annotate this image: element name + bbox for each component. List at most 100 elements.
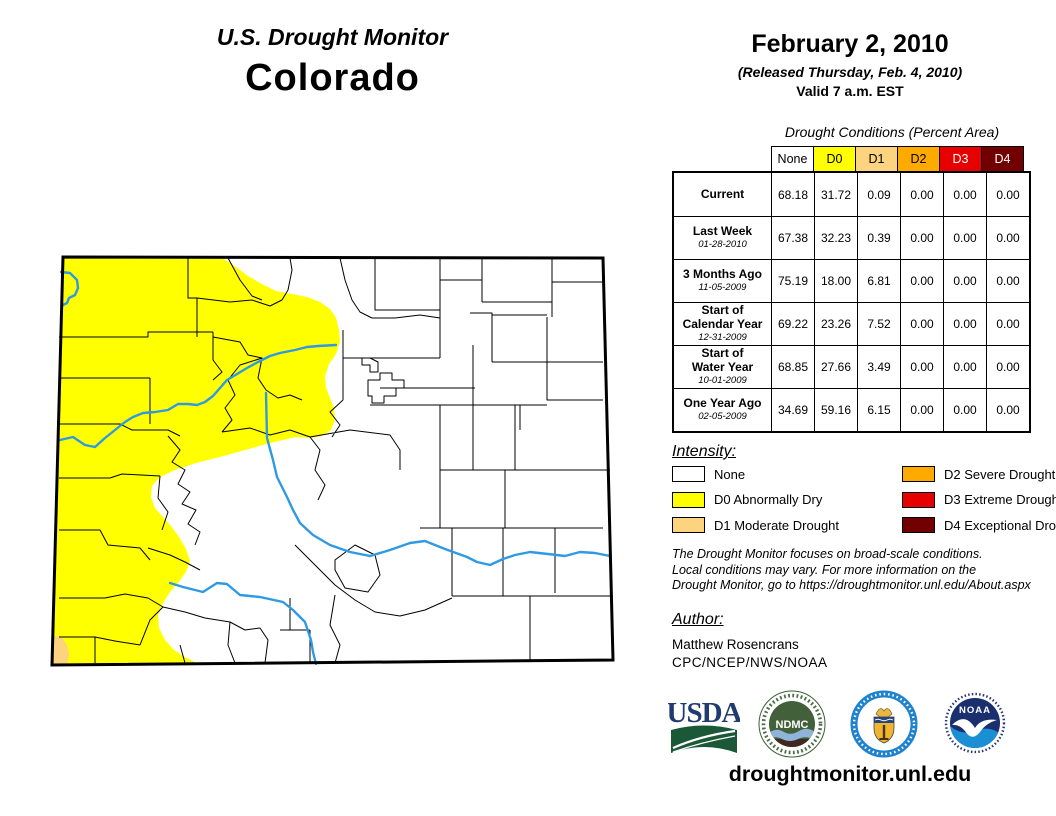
table-value-cell: 0.00 (943, 173, 986, 216)
table-value-cell: 0.00 (986, 259, 1029, 302)
table-value-cell: 0.00 (943, 216, 986, 259)
page-title: U.S. Drought Monitor (216, 24, 449, 50)
legend-label: D1 Moderate Drought (714, 517, 840, 533)
commerce-seal (850, 690, 918, 758)
column-header-d1: D1 (855, 146, 898, 172)
intensity-legend: None D0 Abnormally Dry D1 Moderate Drought… (672, 466, 1056, 543)
legend-label: D3 Extreme Drought (944, 492, 1056, 507)
ndmc-logo-text: NDMC (776, 719, 809, 731)
state-border (50, 255, 615, 667)
row-label-cell: Last Week 01-28-2010 (674, 216, 771, 259)
table-value-cell: 0.00 (943, 259, 986, 302)
table-value-cell: 0.00 (943, 302, 986, 345)
ndmc-logo: NDMC (758, 690, 826, 758)
table-value-cell: 0.00 (986, 173, 1029, 216)
legend-item: D3 Extreme Drought (902, 491, 1056, 508)
rivers (58, 270, 612, 666)
noaa-logo-text: NOAA (959, 705, 991, 716)
table-value-cell: 0.00 (986, 302, 1029, 345)
row-label-cell: Start of Calendar Year 12-31-2009 (674, 302, 771, 345)
legend-swatch (902, 491, 936, 508)
disclaimer-text: The Drought Monitor focuses on broad-sca… (672, 547, 1031, 592)
column-header-d0: D0 (813, 146, 856, 172)
table-value-cell: 0.00 (900, 388, 943, 431)
row-label-cell: Start of Water Year 10-01-2009 (674, 345, 771, 388)
author-title: Author: (672, 611, 724, 628)
table-value-cell: 6.15 (857, 388, 900, 431)
table-value-cell: 0.39 (857, 216, 900, 259)
column-header-none: None (771, 146, 814, 172)
author-org: CPC/NCEP/NWS/NOAA (672, 655, 828, 670)
table-header-row: None D0 D1 D2 D3 D4 (771, 146, 1024, 172)
legend-swatch (672, 466, 705, 482)
map-date: February 2, 2010 (751, 30, 949, 58)
table-value-cell: 0.00 (900, 259, 943, 302)
table-value-cell: 75.19 (771, 259, 814, 302)
table-value-cell: 67.38 (771, 216, 814, 259)
legend-column: None D0 Abnormally Dry D1 Moderate Drought (672, 466, 839, 543)
table-value-cell: 18.00 (814, 259, 857, 302)
legend-column: D2 Severe Drought D3 Extreme Drought D4 Ex… (902, 466, 1056, 543)
table-value-cell: 69.22 (771, 302, 814, 345)
column-header-d3: D3 (939, 146, 982, 172)
legend-label: D0 Abnormally Dry (714, 492, 823, 507)
d0-region (52, 256, 340, 665)
noaa-gull-icon (952, 719, 997, 737)
legend-label: D4 Exceptional Drought (944, 517, 1056, 533)
legend-item: None (672, 466, 839, 482)
legend-item: D1 Moderate Drought (672, 517, 839, 533)
table-value-cell: 68.85 (771, 345, 814, 388)
usda-logo-text: USDA (668, 697, 740, 729)
legend-swatch (902, 466, 936, 482)
table-value-cell: 32.23 (814, 216, 857, 259)
column-header-d4: D4 (981, 146, 1024, 172)
author-name: Matthew Rosencrans (672, 637, 799, 652)
state-name: Colorado (245, 57, 420, 99)
table-value-cell: 59.16 (814, 388, 857, 431)
legend-item: D2 Severe Drought (902, 466, 1056, 482)
legend-swatch (672, 491, 705, 508)
table-value-cell: 0.00 (900, 216, 943, 259)
legend-item: D4 Exceptional Drought (902, 517, 1056, 533)
usda-logo: USDA (668, 697, 740, 753)
table-value-cell: 34.69 (771, 388, 814, 431)
row-label-cell: Current (700, 186, 745, 201)
table-title: Drought Conditions (Percent Area) (784, 124, 1000, 140)
row-label-cell: 3 Months Ago 11-05-2009 (674, 259, 771, 302)
legend-item: D0 Abnormally Dry (672, 491, 839, 508)
table-value-cell: 0.00 (900, 173, 943, 216)
date-block: February 2, 2010 (Released Thursday, Feb… (672, 30, 1028, 99)
table-value-cell: 0.00 (943, 345, 986, 388)
table-value-cell: 27.66 (814, 345, 857, 388)
table-value-cell: 3.49 (857, 345, 900, 388)
column-header-d2: D2 (897, 146, 940, 172)
footer-url: droughtmonitor.unl.edu (728, 762, 972, 786)
title-block: U.S. Drought Monitor Colorado (40, 24, 625, 100)
legend-label: D2 Severe Drought (944, 466, 1056, 482)
table-value-cell: 0.00 (900, 302, 943, 345)
d1-region (52, 635, 69, 665)
county-boundaries (59, 257, 613, 664)
table-value-cell: 0.00 (943, 388, 986, 431)
valid-time: Valid 7 a.m. EST (796, 83, 904, 99)
table-value-cell: 0.00 (986, 388, 1029, 431)
table-value-cell: 0.00 (986, 345, 1029, 388)
release-date: (Released Thursday, Feb. 4, 2010) (737, 64, 963, 80)
noaa-logo: NOAA (943, 691, 1007, 755)
table-value-cell: 68.18 (771, 173, 814, 216)
table-value-cell: 0.00 (986, 216, 1029, 259)
legend-swatch (902, 517, 936, 533)
row-label-cell: One Year Ago 02-05-2009 (674, 388, 771, 431)
colorado-drought-map (50, 255, 615, 667)
table-value-cell: 0.09 (857, 173, 900, 216)
commerce-eagle-icon (875, 708, 893, 718)
legend-title: Intensity: (672, 443, 737, 460)
legend-swatch (672, 517, 705, 533)
table-value-cell: 0.00 (900, 345, 943, 388)
table-value-cell: 7.52 (857, 302, 900, 345)
table-value-cell: 6.81 (857, 259, 900, 302)
table-value-cell: 23.26 (814, 302, 857, 345)
table-body: Current 68.18 31.72 0.09 0.00 0.00 0.00 Last We… (672, 171, 1031, 433)
table-value-cell: 31.72 (814, 173, 857, 216)
legend-label: None (714, 466, 746, 482)
